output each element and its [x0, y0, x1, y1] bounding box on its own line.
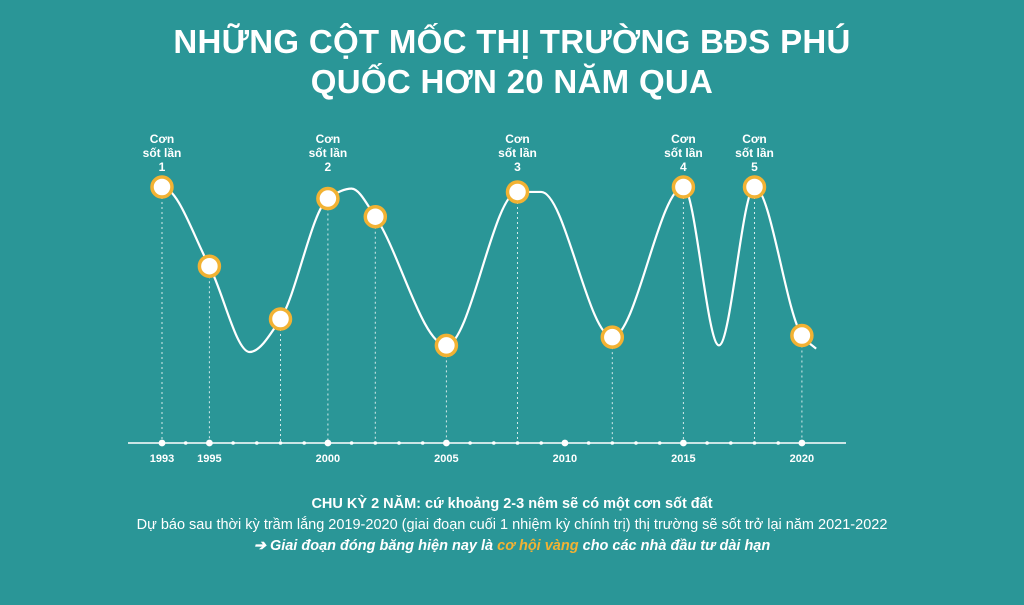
axis-minor-dot: [254, 441, 259, 445]
axis-minor-dot: [539, 441, 543, 445]
milestone-marker: [150, 175, 174, 199]
peak-label-line: 2: [325, 160, 332, 174]
investment-note: ➔ Giai đoạn đóng băng hiện nay là cơ hội…: [0, 536, 1024, 557]
axis-minor-dot: [349, 441, 354, 445]
title-line-2: QUỐC HƠN 20 NĂM QUA: [310, 63, 714, 100]
peak-label-line: Cơn: [505, 132, 530, 146]
note-prefix: Giai đoạn đóng băng hiện nay là: [269, 538, 494, 554]
axis-minor-dot: [705, 441, 709, 445]
marker-layer: [150, 175, 814, 358]
golden-opportunity: cơ hội vàng: [497, 538, 579, 554]
axis-minor-dot: [729, 441, 733, 445]
peak-label-line: sốt lần: [498, 146, 537, 160]
forecast-text: Dự báo sau thời kỳ trầm lắng 2019-2020 (…: [136, 517, 888, 533]
peak-label-line: 1: [159, 160, 166, 174]
axis-major-dot: [798, 439, 806, 447]
peak-label-2: Cơn sốt lần 2: [309, 132, 348, 174]
year-label-1995: 1995: [197, 453, 221, 465]
milestone-marker: [600, 325, 625, 349]
peak-label-line: sốt lần: [143, 146, 182, 160]
peak-label-line: sốt lần: [664, 146, 703, 160]
peak-label-line: 5: [751, 160, 758, 174]
milestone-marker: [363, 204, 388, 229]
peak-label-line: 4: [680, 160, 687, 174]
peak-label-1: Cơn sốt lần 1: [143, 132, 182, 174]
milestone-marker: [268, 307, 293, 331]
milestone-marker: [790, 323, 814, 348]
axis-minor-dot: [586, 441, 591, 445]
milestone-marker: [197, 254, 222, 278]
axis-minor-dot: [397, 441, 401, 445]
axis-minor-dot: [776, 441, 780, 445]
title-line-1: NHỮNG CỘT MỐC THỊ TRƯỜNG BĐS PHÚ: [173, 23, 851, 60]
peak-label-line: Cơn: [316, 132, 341, 146]
peak-label-line: 3: [514, 160, 521, 174]
axis-minor-dot: [657, 441, 662, 445]
milestone-marker: [671, 175, 696, 199]
note-suffix: cho các nhà đầu tư dài hạn: [582, 538, 771, 554]
page-title: NHỮNG CỘT MỐC THỊ TRƯỜNG BĐS PHÚ QUỐC HƠ…: [0, 22, 1024, 102]
year-label-2005: 2005: [434, 453, 458, 465]
axis-major-dot: [443, 439, 450, 447]
arrow-icon: ➔: [253, 538, 266, 554]
axis-minor-dot: [420, 441, 425, 445]
year-label-2000: 2000: [316, 453, 340, 465]
peak-label-5: Cơn sốt lần 5: [735, 132, 774, 174]
axis-minor-dot: [492, 441, 496, 445]
peak-label-line: Cơn: [742, 132, 767, 146]
axis-major-dot: [324, 439, 332, 447]
year-label-layer: 1993 1995 2000 2005 2010 2015 2020: [150, 453, 814, 465]
axis-minor-dot: [183, 441, 188, 445]
peak-label-line: Cơn: [150, 132, 175, 146]
cycle-headline: CHU KỲ 2 NĂM: cứ khoảng 2-3 nêm sẽ có mộ…: [311, 496, 713, 512]
axis-minor-dot: [278, 441, 283, 445]
guide-layer: [161, 187, 803, 443]
peak-label-line: sốt lần: [309, 146, 348, 160]
peak-label-3: Cơn sốt lần 3: [498, 132, 537, 174]
axis-minor-dot: [302, 441, 307, 445]
peak-label-line: Cơn: [671, 132, 696, 146]
axis-minor-dot: [468, 441, 472, 445]
axis-minor-dot: [231, 441, 235, 445]
axis-major-dot: [561, 439, 569, 447]
milestone-marker: [742, 175, 767, 199]
year-label-2010: 2010: [553, 453, 577, 465]
year-label-2015: 2015: [671, 453, 695, 465]
peak-label-line: sốt lần: [735, 146, 774, 160]
axis-layer: [128, 439, 846, 447]
milestone-marker: [434, 333, 459, 358]
milestone-marker: [316, 186, 340, 211]
milestone-marker: [505, 180, 530, 204]
footer: CHU KỲ 2 NĂM: cứ khoảng 2-3 nêm sẽ có mộ…: [0, 494, 1024, 557]
year-label-2020: 2020: [790, 453, 814, 465]
axis-minor-dot: [634, 441, 638, 445]
year-label-1993: 1993: [150, 453, 174, 465]
market-cycle-curve: [161, 185, 817, 354]
peak-label-4: Cơn sốt lần 4: [664, 132, 703, 174]
